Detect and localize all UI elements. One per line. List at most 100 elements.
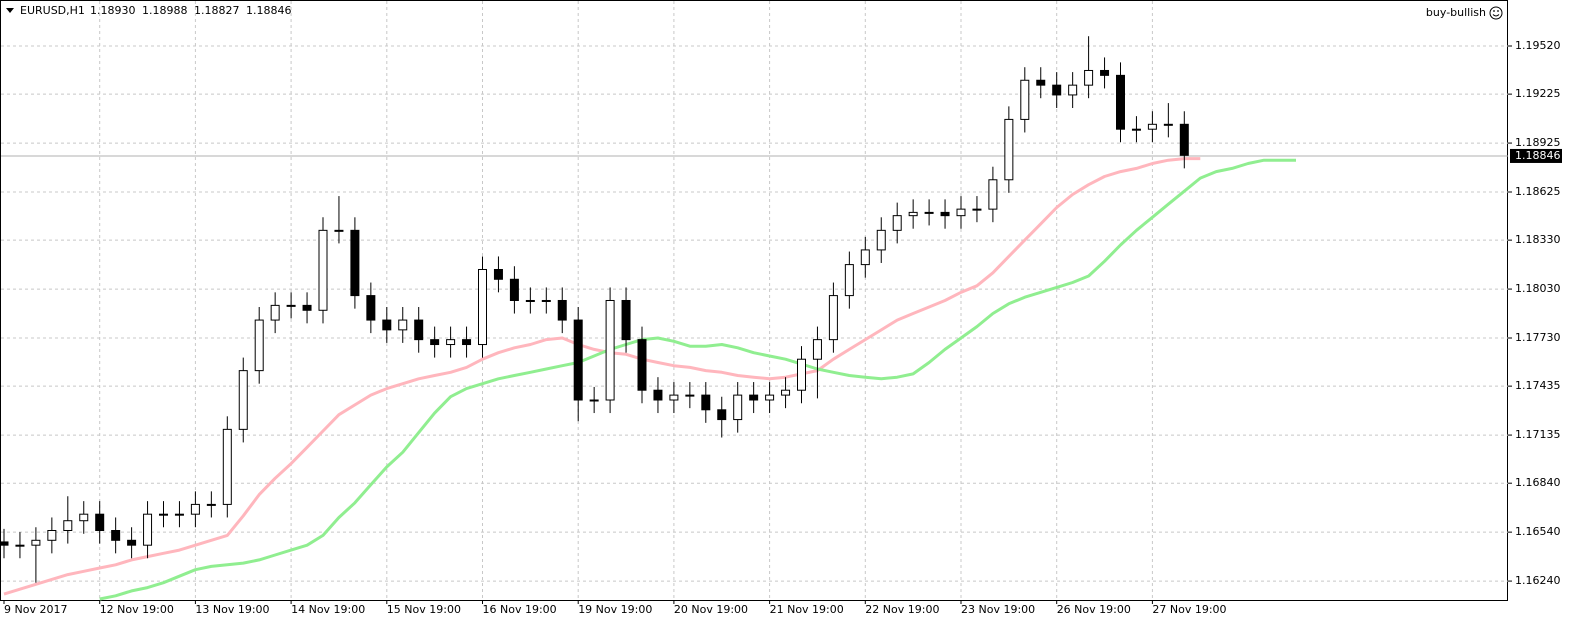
y-tick-label: 1.16840 — [1515, 476, 1561, 489]
candle-body — [892, 215, 902, 231]
plot-frame — [0, 0, 1508, 601]
x-tick-label: 26 Nov 19:00 — [1057, 603, 1131, 616]
candle-body — [557, 299, 567, 321]
candle-body — [286, 304, 296, 307]
candle-body — [222, 428, 232, 505]
candle-body — [637, 339, 647, 391]
candle-body — [956, 208, 966, 217]
candle-body — [653, 389, 663, 401]
candle-body — [111, 530, 121, 541]
candle-body — [1052, 84, 1062, 96]
candle-body — [1084, 69, 1094, 86]
y-tick-label: 1.17435 — [1515, 379, 1561, 392]
candle-body — [0, 541, 9, 546]
candle-body — [541, 299, 551, 302]
candle-body — [876, 229, 886, 251]
candle-body — [860, 249, 870, 266]
candle-body — [270, 304, 280, 321]
candle-body — [318, 229, 328, 311]
candle-body — [812, 339, 822, 360]
smiley — [1489, 6, 1503, 20]
candle-body — [1179, 123, 1189, 156]
candle-body — [1020, 79, 1030, 120]
candle-body — [733, 394, 743, 421]
quote-low: 1.18827 — [194, 4, 240, 17]
symbol: EURUSD,H1 — [20, 4, 85, 17]
candle-body — [143, 513, 153, 546]
candle-body — [1100, 69, 1110, 76]
candle-body — [446, 339, 456, 346]
candle-body — [462, 339, 472, 346]
y-tick-label: 1.18925 — [1515, 136, 1561, 149]
candle-body — [1068, 84, 1078, 96]
ma-line — [99, 158, 1296, 601]
ma-line — [3, 157, 1201, 596]
y-tick-label: 1.17730 — [1515, 331, 1561, 344]
candle-body — [924, 211, 934, 214]
candle-body — [398, 319, 408, 331]
quote-high: 1.18988 — [142, 4, 188, 17]
x-tick-label: 23 Nov 19:00 — [961, 603, 1035, 616]
menu-arrow[interactable] — [6, 8, 14, 13]
candle-body — [334, 229, 344, 232]
candle-body — [382, 319, 392, 331]
candle-body — [174, 513, 184, 516]
candle-body — [828, 295, 838, 341]
y-tick-label: 1.18625 — [1515, 185, 1561, 198]
candle-body — [908, 211, 918, 217]
candle-body — [254, 319, 264, 372]
current-price-box — [1510, 148, 1562, 163]
candle-body — [350, 229, 360, 297]
candle-body — [589, 399, 599, 402]
candle-body — [302, 304, 312, 311]
candle-body — [1147, 123, 1157, 130]
candle-body — [1116, 74, 1125, 130]
candle-body — [749, 394, 759, 401]
y-tick-label: 1.18330 — [1515, 233, 1561, 246]
candle-body — [1004, 118, 1014, 181]
x-tick-label: 20 Nov 19:00 — [674, 603, 748, 616]
candle-body — [159, 513, 168, 516]
candle-body — [493, 268, 503, 280]
signal: buy-bullish — [1426, 6, 1486, 19]
candle-body — [844, 264, 854, 297]
candle-body — [127, 539, 137, 546]
quote-open: 1.18930 — [90, 4, 136, 17]
candle-body — [685, 394, 695, 397]
y-tick-label: 1.19225 — [1515, 87, 1561, 100]
y-tick-label: 1.16540 — [1515, 525, 1561, 538]
candle-body — [47, 530, 57, 541]
candle-body — [238, 370, 248, 430]
x-tick-label: 13 Nov 19:00 — [195, 603, 269, 616]
quote-close: 1.18846 — [246, 4, 292, 17]
candle-body — [414, 319, 424, 341]
current-price-label: 1.18846 — [1515, 149, 1561, 162]
x-tick-label: 22 Nov 19:00 — [865, 603, 939, 616]
x-tick-label: 15 Nov 19:00 — [387, 603, 461, 616]
candle-body — [669, 394, 679, 401]
candle-body — [988, 179, 998, 210]
candle-body — [621, 299, 631, 341]
x-tick-label: 21 Nov 19:00 — [770, 603, 844, 616]
x-tick-label: 19 Nov 19:00 — [578, 603, 652, 616]
candle-body — [940, 211, 950, 217]
x-tick-label: 14 Nov 19:00 — [291, 603, 365, 616]
candle-body — [190, 503, 200, 515]
candle-body — [1036, 79, 1046, 86]
candle-body — [31, 539, 41, 546]
candle-body — [509, 278, 519, 301]
candle-body — [701, 394, 711, 411]
x-tick-label: 12 Nov 19:00 — [100, 603, 174, 616]
candle-body — [366, 295, 376, 321]
candle-body — [478, 268, 487, 346]
candle-body — [79, 513, 89, 522]
candle-body — [525, 299, 535, 302]
candle-body — [15, 544, 25, 547]
candle-body — [430, 339, 440, 346]
candle-body — [765, 394, 775, 401]
y-tick-label: 1.18030 — [1515, 282, 1561, 295]
y-tick-label: 1.16240 — [1515, 574, 1561, 587]
x-tick-label: 16 Nov 19:00 — [483, 603, 557, 616]
candle-body — [63, 520, 73, 532]
